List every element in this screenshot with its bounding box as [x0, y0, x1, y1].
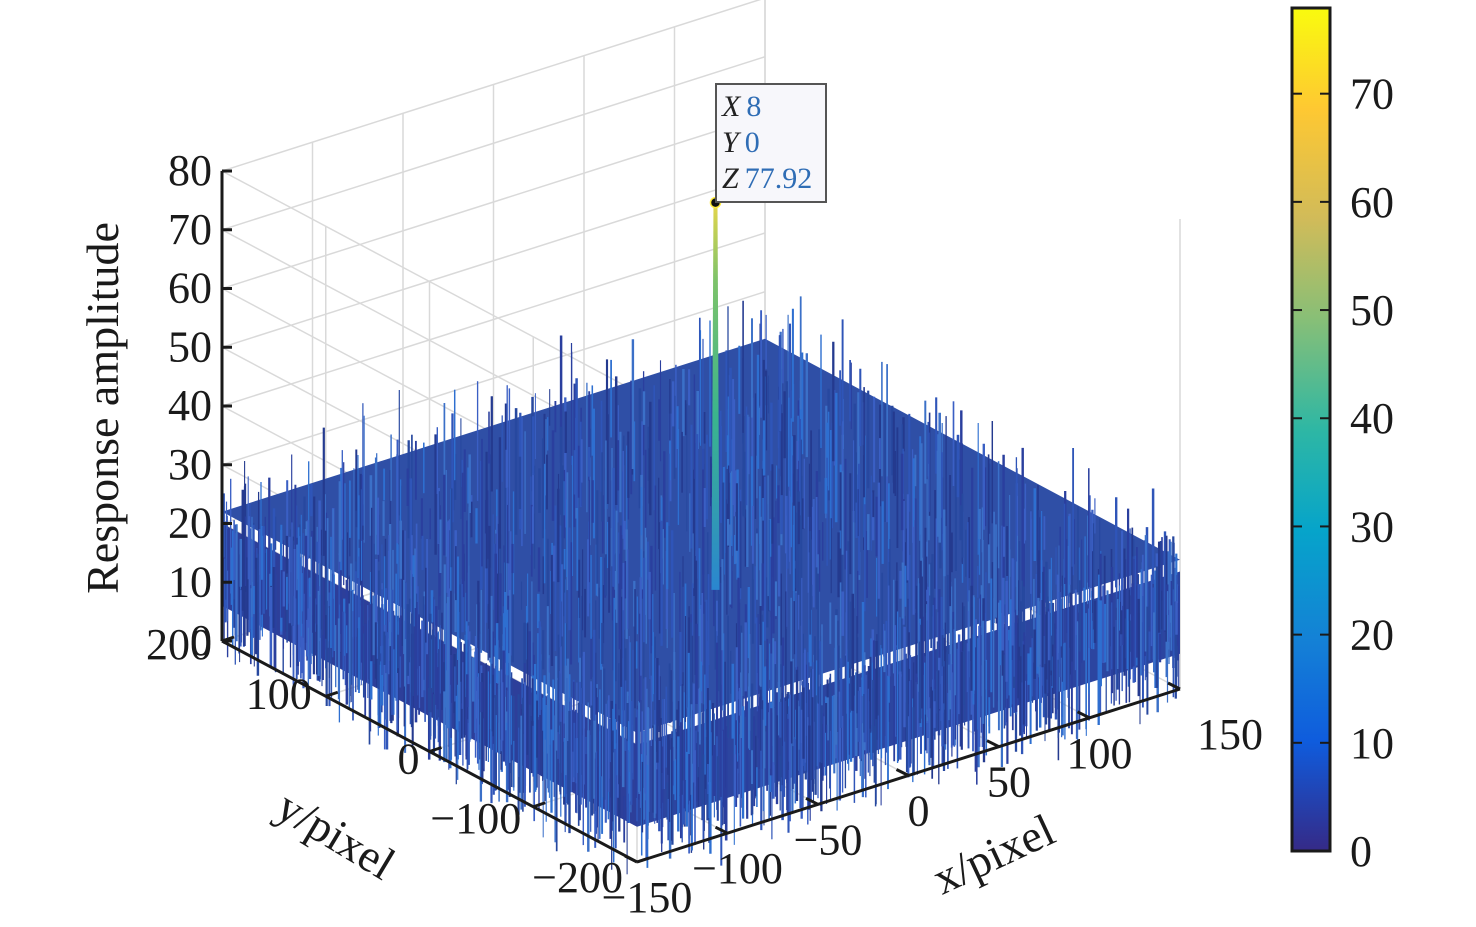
y-tick-label: 100: [246, 669, 312, 718]
colorbar-tick-label: 70: [1350, 70, 1394, 119]
colorbar-tick-label: 60: [1350, 178, 1394, 227]
x-tick-mark: [624, 854, 638, 864]
peak-spike: [711, 202, 720, 590]
colorbar-tick-label: 30: [1350, 502, 1394, 551]
x-tick-mark: [895, 768, 910, 777]
y-tick-mark: [221, 635, 235, 643]
colorbar-tick-label: 40: [1350, 394, 1394, 443]
x-tick-label: 100: [1067, 729, 1133, 778]
x-tick-mark: [986, 739, 1000, 749]
z-tick-label: 60: [168, 264, 212, 313]
x-tick-label: −100: [692, 844, 783, 893]
surface-plot: [221, 196, 1180, 875]
colorbar-tick-label: 20: [1350, 611, 1394, 660]
x-tick-label: 150: [1197, 710, 1263, 759]
z-tick-label: 80: [168, 146, 212, 195]
z-tick-label: 70: [168, 205, 212, 254]
data-tip-box: [715, 83, 827, 203]
y-tick-label: 200: [146, 620, 212, 669]
x-axis-label: x/pixel: [925, 804, 1062, 904]
axis-ticks: 01020304050607080−200−1000100200−150−100…: [146, 146, 1263, 922]
z-tick-label: 40: [168, 381, 212, 430]
x-tick-mark: [1167, 681, 1181, 691]
x-tick-mark: [805, 796, 819, 806]
y-tick-label: −100: [430, 794, 521, 843]
colorbar-tick-label: 10: [1350, 719, 1394, 768]
z-tick-label: 10: [168, 557, 212, 606]
x-tick-label: 0: [908, 787, 930, 836]
y-tick-mark: [532, 801, 546, 809]
colorbar-tick-label: 50: [1350, 286, 1394, 335]
z-tick-label: 30: [168, 440, 212, 489]
z-tick-label: 50: [168, 322, 212, 371]
z-tick-label: 20: [168, 499, 212, 548]
x-tick-label: 50: [987, 758, 1031, 807]
colorbar-gradient: [1290, 6, 1332, 853]
colorbar: 0 10 20 30 40 50 60 70: [1290, 6, 1394, 876]
z-tick-label: 0: [190, 616, 212, 665]
colorbar-tick-label: 0: [1350, 827, 1372, 876]
y-tick-label: 0: [398, 735, 420, 784]
x-tick-label: −150: [602, 873, 693, 922]
y-tick-mark: [636, 856, 650, 864]
y-tick-label: −200: [532, 853, 623, 902]
x-tick-mark: [1076, 710, 1091, 720]
data-tip-z-row: Z 77.92: [722, 162, 812, 195]
x-tick-mark: [714, 825, 729, 835]
y-tick-mark: [429, 746, 442, 753]
y-tick-mark: [325, 690, 339, 698]
y-axis-label: y/pixel: [268, 780, 404, 890]
x-tick-label: −50: [794, 815, 863, 864]
z-axis-label: Response amplitude: [77, 222, 128, 594]
